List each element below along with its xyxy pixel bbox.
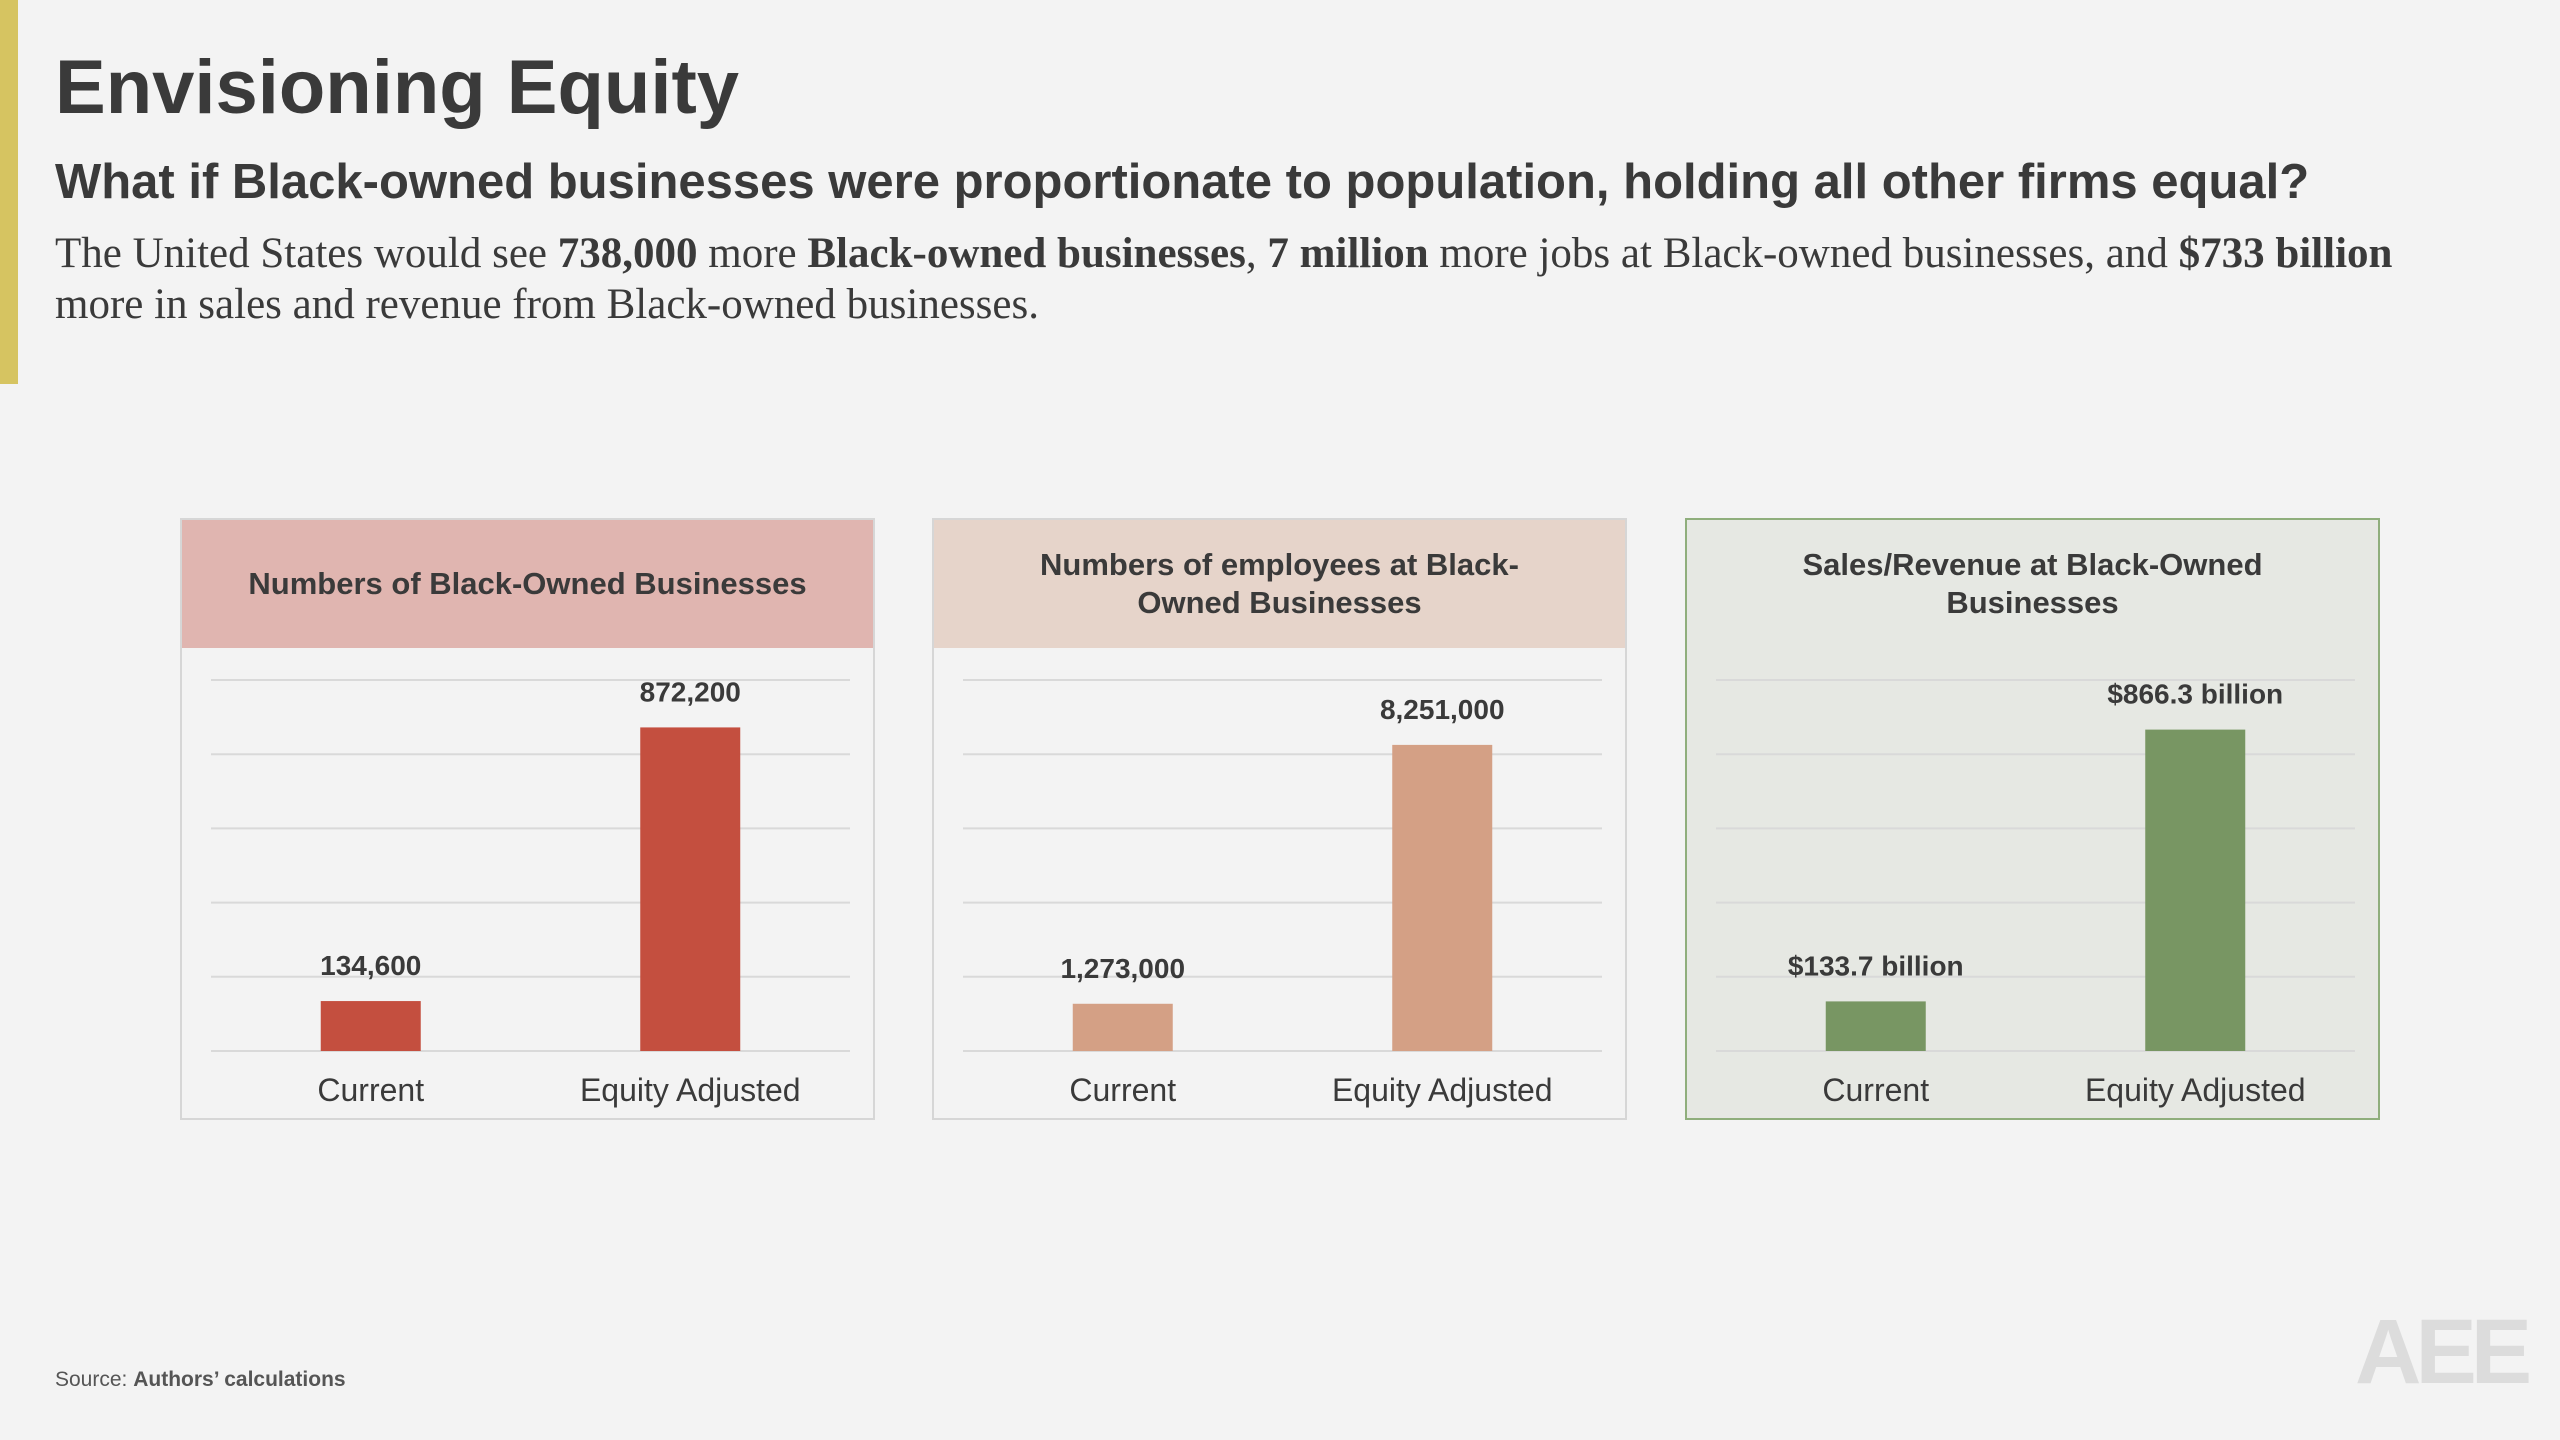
source: Source: Authors’ calculations xyxy=(55,1368,346,1392)
x-tick-label: Equity Adjusted xyxy=(580,1072,801,1108)
value-label: 134,600 xyxy=(320,950,421,981)
x-tick-label: Current xyxy=(1822,1072,1929,1108)
body-emphasis: 738,000 xyxy=(557,230,698,277)
value-label: 8,251,000 xyxy=(1380,694,1505,725)
chart-panel: Numbers of employees at Black-Owned Busi… xyxy=(932,518,1627,1120)
bar xyxy=(1072,1003,1173,1051)
bar xyxy=(2145,729,2246,1051)
x-tick-label: Current xyxy=(317,1072,424,1108)
body-emphasis: 7 million xyxy=(1267,230,1429,277)
chart-title: Sales/Revenue at Black-Owned Businesses xyxy=(1687,520,2378,648)
bar xyxy=(1825,1001,1926,1051)
x-tick-label: Equity Adjusted xyxy=(1332,1072,1553,1108)
x-tick-label: Current xyxy=(1069,1072,1176,1108)
body-segment: more xyxy=(697,230,808,277)
body-segment: more jobs at Black-owned businesses, and xyxy=(1428,230,2179,277)
body-emphasis: $733 billion xyxy=(2178,230,2393,277)
body-segment: , xyxy=(1245,230,1268,277)
source-text: Authors’ calculations xyxy=(133,1368,346,1391)
body-emphasis: Black-owned businesses xyxy=(807,230,1246,277)
chart: 134,600 Current 872,200 Equity Adjusted xyxy=(211,676,850,1108)
body-segment: more in sales and revenue from Black-own… xyxy=(55,281,1039,328)
chart-panel: Numbers of Black-Owned Businesses 134,600… xyxy=(180,518,875,1120)
bar xyxy=(1392,744,1493,1051)
chart: 1,273,000 Current 8,251,000 Equity Adjusted xyxy=(963,679,1602,1108)
source-label: Source: xyxy=(55,1368,128,1391)
chart: $133.7 billion Current $866.3 billion Equit… xyxy=(1716,679,2355,1108)
logo: AEE xyxy=(2355,1301,2532,1403)
value-label: $866.3 billion xyxy=(2107,679,2283,710)
accent-bar xyxy=(0,0,18,384)
value-label: 872,200 xyxy=(640,676,741,707)
bar xyxy=(320,1001,421,1051)
value-label: 1,273,000 xyxy=(1060,953,1185,984)
chart-title: Numbers of Black-Owned Businesses xyxy=(182,520,873,648)
chart-panel: Sales/Revenue at Black-Owned Businesses $… xyxy=(1685,518,2380,1120)
body-segment: The United States would see xyxy=(55,230,558,277)
bar xyxy=(640,727,741,1051)
title: Envisioning Equity xyxy=(55,45,740,130)
chart-title: Numbers of employees at Black-Owned Busi… xyxy=(934,520,1625,648)
x-tick-label: Equity Adjusted xyxy=(2085,1072,2306,1108)
body-text: The United States would see 738,000 more… xyxy=(55,228,2455,330)
value-label: $133.7 billion xyxy=(1788,950,1964,981)
subtitle: What if Black-owned businesses were prop… xyxy=(55,155,2310,209)
